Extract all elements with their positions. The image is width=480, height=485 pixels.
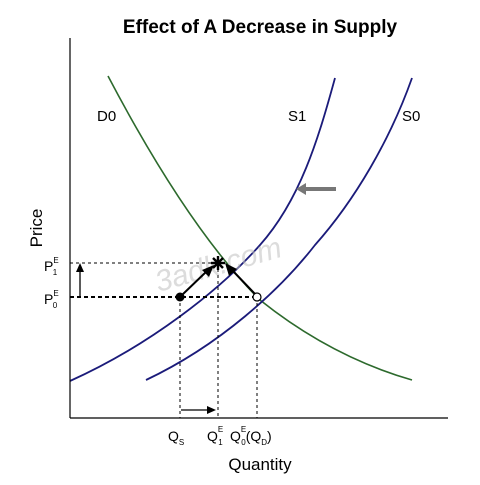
quantity-tick-q1: QE 1 [207,425,223,447]
supply-curve-s1 [69,77,336,382]
supply-s1-label: S1 [288,108,306,125]
quantity-increase-arrowhead [207,406,216,414]
demand-label: D0 [97,108,116,125]
chart-title: Effect of A Decrease in Supply [123,17,398,38]
supply-move-arrow [181,270,208,296]
y-axis-label: Price [27,209,46,248]
supply-s0-label: S0 [402,108,420,125]
supply-move-arrowhead [202,265,214,277]
supply-curve-s0 [145,77,413,381]
x-axis-label: Quantity [228,455,292,474]
supply-shift-arrowhead [296,183,306,195]
demand-move-arrowhead [225,263,237,276]
price-tick-p1: PE 1 [44,256,59,277]
price-increase-arrowhead [76,263,84,272]
price-tick-p0: PE 0 [44,289,59,310]
old-equilibrium-point [252,292,262,302]
demand-move-arrow [231,269,256,295]
quantity-supplied-point [175,292,185,302]
quantity-tick-qs: QS [168,428,184,447]
quantity-tick-q0: QE 0(QD) [230,425,272,447]
new-equilibrium-marker [211,256,225,270]
